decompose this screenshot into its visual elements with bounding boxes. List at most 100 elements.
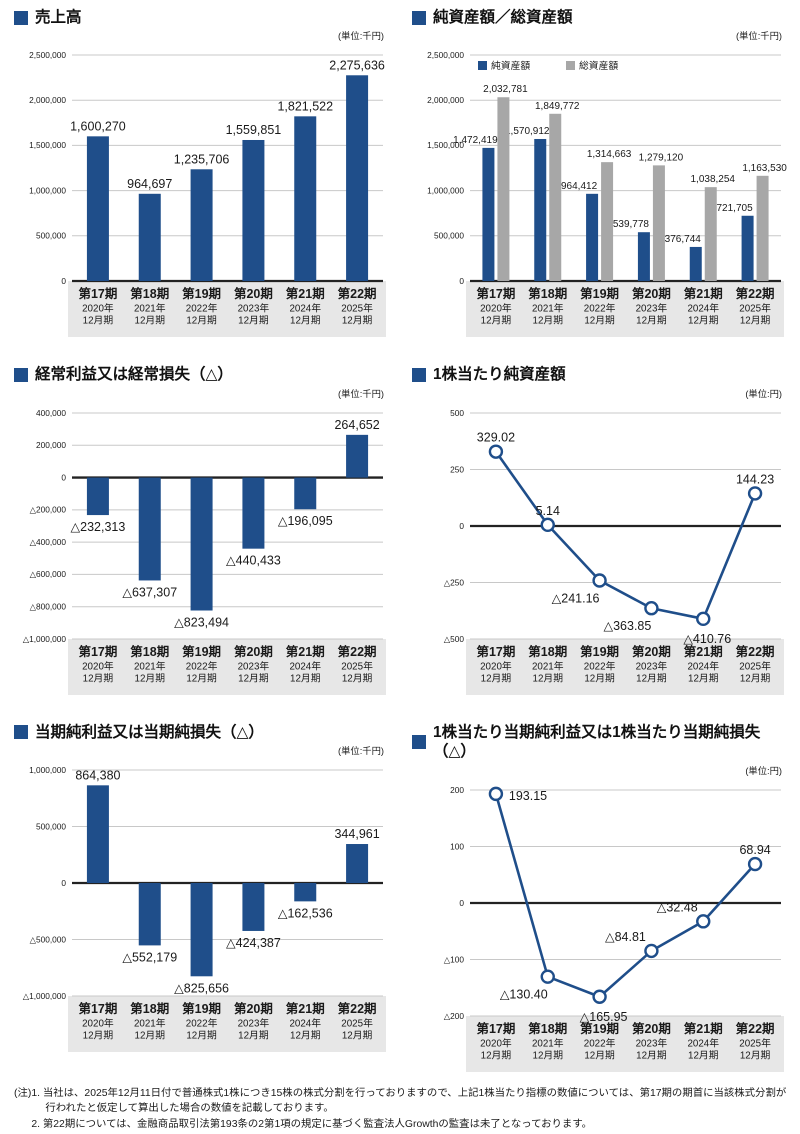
category-term: 第20期 (234, 286, 273, 301)
category-term: 第19期 (182, 286, 221, 301)
bar-value-label: 539,778 (613, 220, 650, 231)
y-tick-label: 1,500,000 (427, 141, 464, 151)
chart-svg: 2,500,000 2,000,000 1,500,000 1,000,000 500,… (29, 50, 386, 338)
category-term: 第17期 (476, 644, 515, 659)
bar (190, 477, 213, 611)
bar (190, 169, 213, 282)
category-year: 2024年 (687, 659, 719, 672)
y-tick-label: 2,000,000 (427, 95, 464, 105)
title-square-icon (14, 368, 28, 383)
point-value-label: 68.94 (739, 843, 770, 857)
revenue-chart-canvas: 2,500,000 2,000,000 1,500,000 1,000,000 500,… (14, 41, 386, 339)
category-year: 2021年 (532, 302, 564, 315)
title-square-icon (14, 725, 28, 740)
unit-label: (単位:千円) (338, 388, 384, 399)
chart-svg: 200 100 0 △100 △200 193.15 △130.40 △165.95 △84.8… (444, 784, 784, 1072)
y-tick-label: △200 (444, 1010, 465, 1020)
bar-value-label: △637,307 (122, 585, 177, 599)
bar (549, 114, 562, 282)
category-month: 12月期 (636, 1049, 667, 1061)
category-month: 12月期 (481, 1049, 512, 1061)
category-month: 12月期 (290, 672, 321, 684)
category-year: 2024年 (289, 302, 321, 315)
chart-ordinary-profit-loss: 経常利益又は経常損失（△） (単位:千円) 400,000 200,000 0 △20… (14, 365, 386, 696)
chart-title: 1株当たり当期純利益又は1株当たり当期純損失（△） (412, 723, 784, 762)
chart-title: 純資産額／総資産額 (412, 8, 784, 27)
bar-value-label: △162,536 (278, 906, 333, 920)
footnotes: (注) 1. 当社は、2025年12月11日付で普通株式1株につき15株の株式分… (0, 1074, 800, 1133)
chart-title-text: 1株当たり当期純利益又は1株当たり当期純損失（△） (433, 723, 761, 761)
y-tick-label: 100 (450, 841, 464, 851)
category-month: 12月期 (533, 315, 564, 327)
bar (497, 97, 510, 282)
category-term: 第20期 (632, 1021, 671, 1036)
bar-value-label: 2,032,781 (483, 85, 528, 96)
point-value-label: △32.48 (657, 900, 698, 914)
category-month: 12月期 (135, 1030, 166, 1042)
bar-value-label: 964,697 (127, 177, 172, 191)
chart-title-text: 1株当たり純資産額 (433, 366, 566, 384)
bar (756, 176, 769, 282)
footnote-body: (注) 1. 当社は、2025年12月11日付で普通株式1株につき15株の株式分… (14, 1086, 788, 1133)
category-month: 12月期 (481, 672, 512, 684)
unit-label: (単位:千円) (736, 31, 782, 42)
chart-svg: 2,500,000 2,000,000 1,500,000 1,000,000 500,… (427, 50, 787, 338)
category-year: 2025年 (341, 1017, 373, 1030)
category-term: 第18期 (130, 644, 169, 659)
point-value-label: △84.81 (605, 929, 646, 943)
data-point-marker (592, 989, 607, 1004)
chart-title-text: 純資産額／総資産額 (433, 9, 573, 26)
y-tick-label: 200 (450, 784, 464, 794)
category-term: 第21期 (286, 1001, 325, 1016)
footnote-items: 1. 当社は、2025年12月11日付で普通株式1株につき15株の株式分割を行っ… (31, 1086, 788, 1133)
category-term: 第17期 (476, 1021, 515, 1036)
category-month: 12月期 (636, 315, 667, 327)
category-year: 2025年 (341, 302, 373, 315)
category-month: 12月期 (135, 672, 166, 684)
chart-svg: 1,000,000 500,000 0 △500,000 △1,000,000 864,3… (23, 765, 386, 1053)
bar (482, 148, 495, 282)
legend-label: 純資産額 (491, 59, 530, 72)
y-tick-label: 2,000,000 (29, 95, 66, 105)
data-point-marker (696, 913, 711, 929)
category-term: 第20期 (234, 644, 273, 659)
chart-title: 売上高 (14, 8, 386, 27)
category-month: 12月期 (688, 1049, 719, 1061)
bar-value-label: 1,570,912 (505, 126, 550, 137)
category-year: 2023年 (636, 659, 668, 672)
category-month: 12月期 (688, 315, 719, 327)
category-month: 12月期 (688, 672, 719, 684)
data-point-marker (747, 856, 763, 871)
category-year: 2023年 (238, 659, 270, 672)
y-tick-label: 0 (61, 878, 66, 888)
point-value-label: △410.76 (683, 632, 731, 646)
bar (601, 162, 614, 282)
bar-value-label: 2,275,636 (329, 59, 385, 73)
category-year: 2023年 (238, 302, 270, 315)
category-year: 2020年 (82, 302, 114, 315)
category-term: 第18期 (130, 1001, 169, 1016)
category-month: 12月期 (186, 672, 217, 684)
category-term: 第20期 (632, 644, 671, 659)
category-year: 2022年 (584, 302, 616, 315)
category-term: 第21期 (286, 644, 325, 659)
category-month: 12月期 (238, 1030, 269, 1042)
y-tick-label: △400,000 (30, 537, 67, 547)
bar-value-label: 964,412 (561, 181, 598, 192)
y-tick-label: 0 (61, 472, 66, 482)
bar (138, 194, 161, 282)
y-tick-label: 0 (459, 897, 464, 907)
category-month: 12月期 (481, 315, 512, 327)
bar (190, 883, 213, 977)
point-value-label: △130.40 (500, 987, 548, 1001)
category-term: 第22期 (338, 644, 377, 659)
category-month: 12月期 (83, 672, 114, 684)
legend-swatch (566, 61, 575, 71)
category-term: 第21期 (684, 644, 723, 659)
category-year: 2025年 (341, 659, 373, 672)
bar (346, 75, 369, 282)
y-tick-label: △500 (444, 634, 465, 644)
y-tick-label: △250 (444, 577, 465, 587)
data-point-marker (540, 968, 555, 984)
category-month: 12月期 (584, 672, 615, 684)
